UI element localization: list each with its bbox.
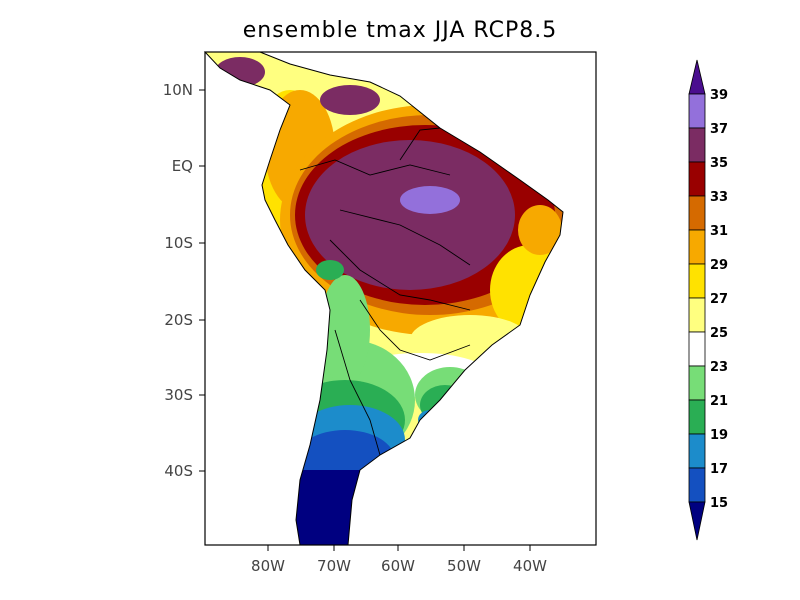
colorbar-segment (688, 127, 706, 163)
colorbar-segment (688, 195, 706, 231)
colorbar-label: 31 (710, 224, 728, 239)
lon-tick-label: 60W (381, 557, 415, 575)
colorbar-segment (688, 263, 706, 299)
colorbar-segment (688, 365, 706, 401)
colorbar: 39 37 35 33 31 29 27 25 23 21 19 17 15 (688, 59, 728, 541)
lat-tick-label: 40S (164, 462, 193, 480)
colorbar-label: 15 (710, 496, 728, 511)
lon-axis: 80W 70W 60W 50W 40W (251, 545, 547, 575)
colorbar-label: 37 (710, 122, 728, 137)
colorbar-label: 19 (710, 428, 728, 443)
colorbar-segment (688, 467, 706, 503)
colorbar-segment (688, 331, 706, 367)
lat-tick-label: 10N (163, 81, 193, 99)
colorbar-bottom-arrow (688, 501, 706, 541)
colorbar-top-arrow (688, 59, 706, 95)
lon-tick-label: 40W (513, 557, 547, 575)
colorbar-segment (688, 229, 706, 265)
colorbar-label: 29 (710, 258, 728, 273)
colorbar-label: 23 (710, 360, 728, 375)
colorbar-label: 39 (710, 88, 728, 103)
colorbar-segment (688, 161, 706, 197)
lat-tick-label: 20S (164, 311, 193, 329)
lon-tick-label: 50W (447, 557, 481, 575)
lon-tick-label: 70W (317, 557, 351, 575)
colorbar-segment (688, 93, 706, 129)
lon-tick-label: 80W (251, 557, 285, 575)
colorbar-label: 21 (710, 394, 728, 409)
colorbar-label: 27 (710, 292, 728, 307)
lat-tick-label: 10S (164, 234, 193, 252)
country-borders (299, 127, 471, 456)
map-title: ensemble tmax JJA RCP8.5 (242, 18, 558, 43)
coastline (203, 51, 564, 546)
colorbar-label: 25 (710, 326, 728, 341)
colorbar-label: 33 (710, 190, 728, 205)
plot-frame (204, 51, 597, 546)
lat-axis: 10N EQ 10S 20S 30S 40S (163, 81, 205, 480)
lat-tick-label: 30S (164, 386, 193, 404)
colorbar-segment (688, 399, 706, 435)
lat-tick-label: EQ (172, 157, 193, 175)
colorbar-segment (688, 297, 706, 333)
colorbar-segment (688, 433, 706, 469)
colorbar-label: 35 (710, 156, 728, 171)
colorbar-label: 17 (710, 462, 728, 477)
